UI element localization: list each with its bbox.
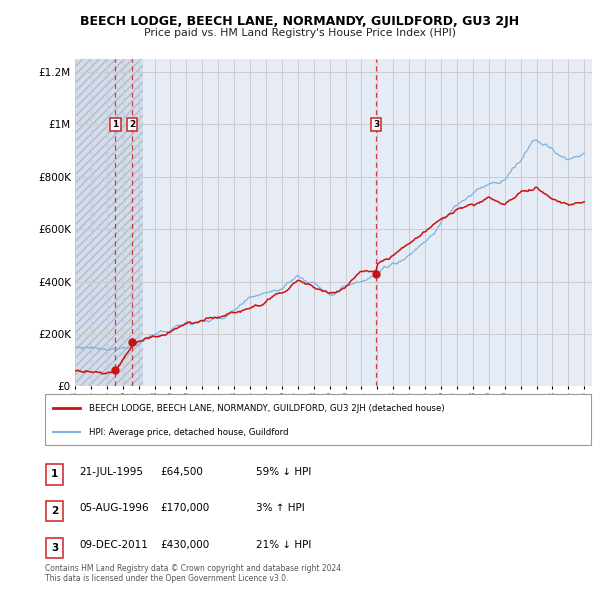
Text: Contains HM Land Registry data © Crown copyright and database right 2024.
This d: Contains HM Land Registry data © Crown c… xyxy=(45,563,343,583)
Text: £170,000: £170,000 xyxy=(160,503,209,513)
Bar xyxy=(75,59,143,386)
Text: HPI: Average price, detached house, Guildford: HPI: Average price, detached house, Guil… xyxy=(89,428,288,437)
Text: £430,000: £430,000 xyxy=(160,540,209,550)
Text: BEECH LODGE, BEECH LANE, NORMANDY, GUILDFORD, GU3 2JH (detached house): BEECH LODGE, BEECH LANE, NORMANDY, GUILD… xyxy=(89,404,445,412)
Text: £64,500: £64,500 xyxy=(160,467,203,477)
Text: 3: 3 xyxy=(373,120,379,129)
Text: 21-JUL-1995: 21-JUL-1995 xyxy=(79,467,143,477)
Text: 3: 3 xyxy=(51,543,58,553)
Text: BEECH LODGE, BEECH LANE, NORMANDY, GUILDFORD, GU3 2JH: BEECH LODGE, BEECH LANE, NORMANDY, GUILD… xyxy=(80,15,520,28)
Text: 2: 2 xyxy=(129,120,136,129)
Text: 3% ↑ HPI: 3% ↑ HPI xyxy=(256,503,305,513)
Text: 09-DEC-2011: 09-DEC-2011 xyxy=(79,540,148,550)
Text: 21% ↓ HPI: 21% ↓ HPI xyxy=(256,540,311,550)
Text: 59% ↓ HPI: 59% ↓ HPI xyxy=(256,467,311,477)
Text: Price paid vs. HM Land Registry's House Price Index (HPI): Price paid vs. HM Land Registry's House … xyxy=(144,28,456,38)
Text: 1: 1 xyxy=(51,470,58,480)
Text: 05-AUG-1996: 05-AUG-1996 xyxy=(79,503,149,513)
Text: 2: 2 xyxy=(51,506,58,516)
Text: 1: 1 xyxy=(112,120,119,129)
